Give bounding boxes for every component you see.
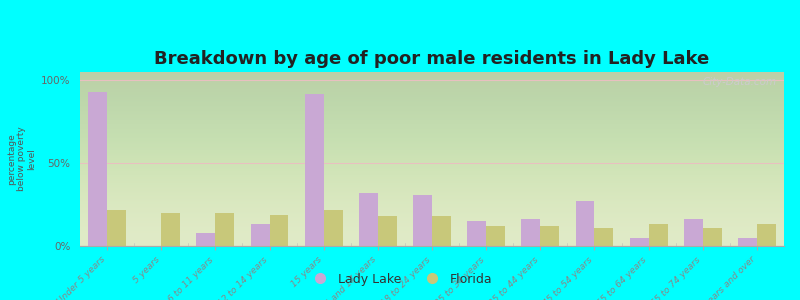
- Bar: [522, 220, 540, 246]
- Bar: [250, 224, 270, 246]
- Bar: [324, 209, 342, 246]
- Bar: [107, 209, 126, 246]
- Bar: [378, 216, 397, 246]
- Bar: [738, 238, 757, 246]
- Bar: [197, 233, 215, 246]
- Bar: [540, 226, 559, 246]
- Title: Breakdown by age of poor male residents in Lady Lake: Breakdown by age of poor male residents …: [154, 50, 710, 68]
- Bar: [757, 224, 776, 246]
- Bar: [649, 224, 667, 246]
- Bar: [432, 216, 451, 246]
- Bar: [467, 221, 486, 246]
- Y-axis label: percentage
below poverty
level: percentage below poverty level: [7, 127, 37, 191]
- Text: City-Data.com: City-Data.com: [703, 77, 777, 87]
- Bar: [162, 213, 180, 246]
- Bar: [575, 201, 594, 246]
- Bar: [215, 213, 234, 246]
- Bar: [88, 92, 107, 246]
- Bar: [630, 238, 649, 246]
- Bar: [486, 226, 505, 246]
- Legend: Lady Lake, Florida: Lady Lake, Florida: [302, 268, 498, 291]
- Bar: [684, 220, 702, 246]
- Bar: [270, 214, 289, 246]
- Bar: [359, 193, 378, 246]
- Bar: [594, 228, 614, 246]
- Bar: [413, 195, 432, 246]
- Bar: [305, 94, 324, 246]
- Bar: [702, 228, 722, 246]
